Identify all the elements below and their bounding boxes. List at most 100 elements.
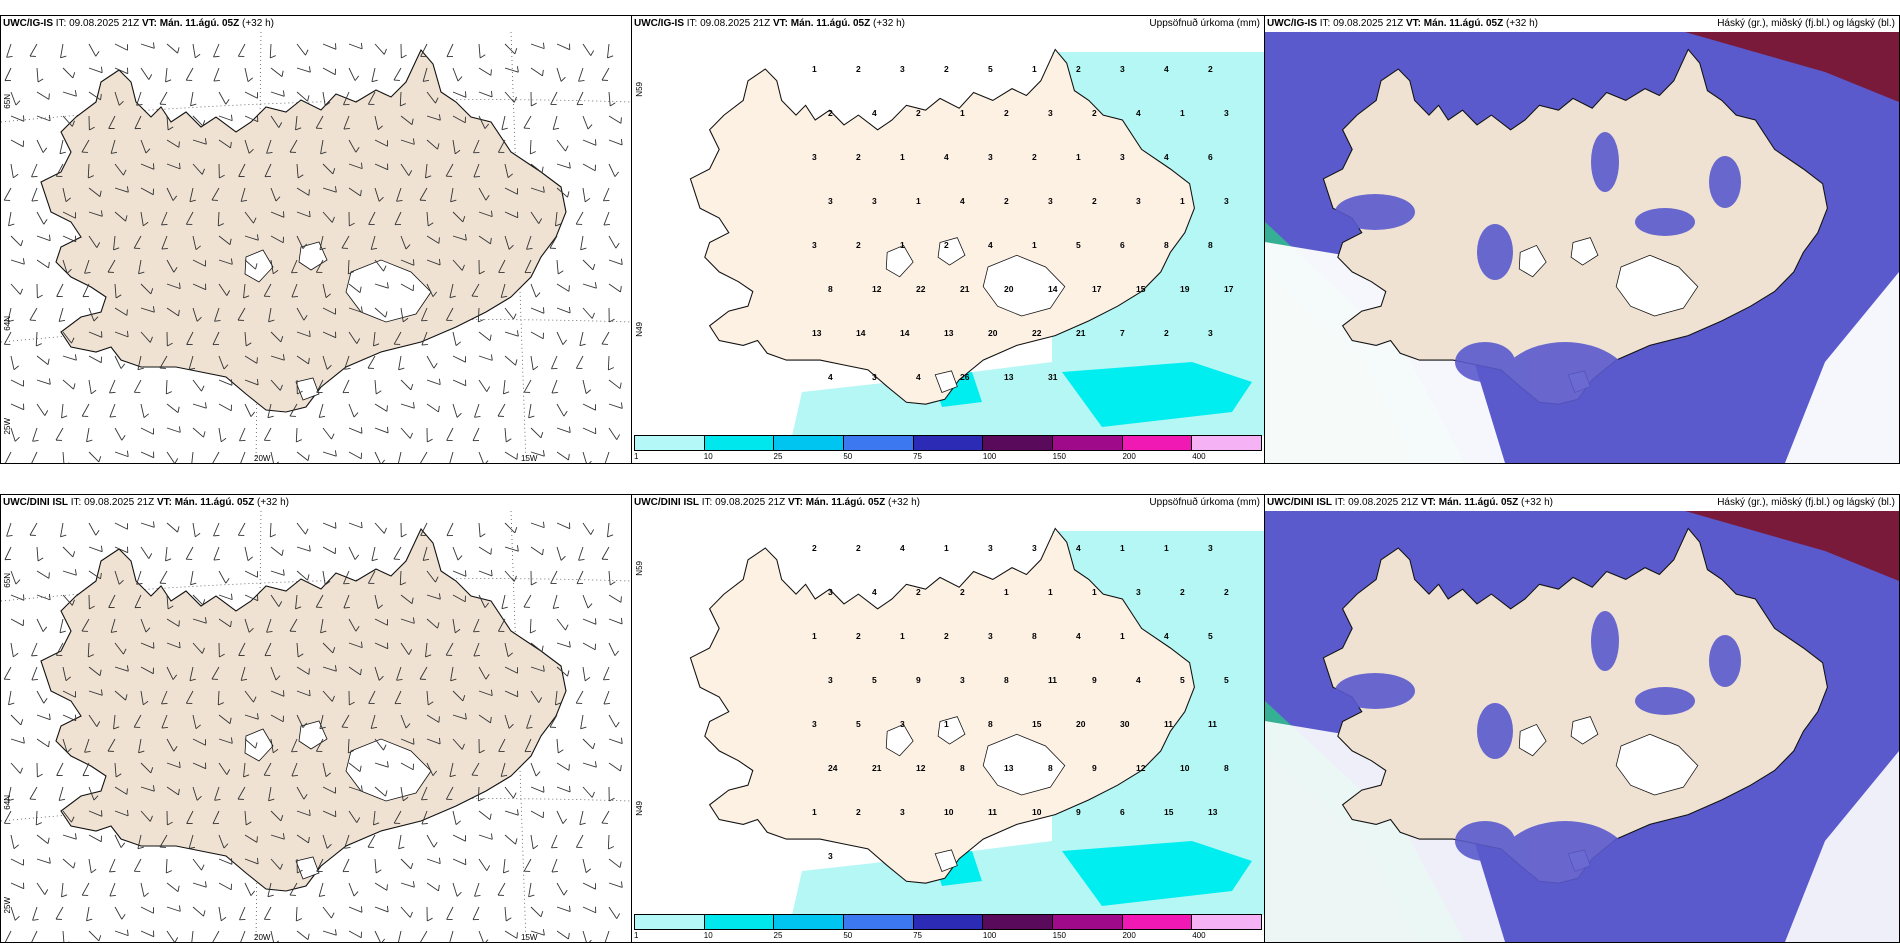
legend-swatch (983, 915, 1054, 929)
legend-swatch (774, 915, 845, 929)
glacier-myrdalsjokull (295, 377, 320, 401)
legend-tick-label: 400 (1192, 931, 1206, 940)
legend-tick-label: 400 (1192, 452, 1206, 461)
precip-value-label: 5 (1224, 675, 1229, 685)
precip-value-label: 13 (1208, 807, 1218, 817)
panel-header: UWC/DINI ISL IT: 09.08.2025 21Z VT: Mán.… (1267, 497, 1553, 508)
iceland-land (1322, 48, 1828, 405)
precip-value-label: 2 (1208, 64, 1213, 74)
glacier-langjokull (244, 728, 274, 762)
precip-value-label: 21 (960, 284, 970, 294)
precip-value-label: 22 (916, 284, 926, 294)
precip-value-label: 4 (828, 372, 833, 382)
precip-value-label: 3 (828, 196, 833, 206)
precip-value-label: 4 (1164, 631, 1169, 641)
lon-label-25w: 25W (3, 418, 12, 435)
precip-value-label: 20 (988, 328, 998, 338)
row-dini-isl: UWC/DINI ISL IT: 09.08.2025 21Z VT: Mán.… (0, 494, 1900, 943)
precip-value-label: 1 (1180, 108, 1185, 118)
wind-panel-ig-is: UWC/IG-IS IT: 09.08.2025 21Z VT: Mán. 11… (0, 15, 632, 464)
precip-value-label: 8 (1048, 763, 1053, 773)
precip-value-label: 1 (916, 196, 921, 206)
precip-value-label: 14 (856, 328, 866, 338)
precip-value-label: 3 (828, 851, 833, 861)
precip-value-label: 3 (900, 719, 905, 729)
panel-title: Uppsöfnuð úrkoma (mm) (1149, 18, 1260, 29)
panel-header: UWC/DINI ISL IT: 09.08.2025 21Z VT: Mán.… (3, 497, 289, 508)
precip-value-label: 1 (944, 543, 949, 553)
precip-value-label: 11 (1208, 719, 1217, 729)
lon-label-15w: 15W (521, 454, 538, 463)
legend-tick-label: 75 (913, 931, 923, 940)
precip-value-label: 5 (988, 64, 993, 74)
precip-value-label: 3 (900, 64, 905, 74)
iceland-land (689, 527, 1195, 884)
legend-tick-label: 200 (1122, 452, 1136, 461)
precip-value-label: 2 (944, 631, 949, 641)
row-ig-is: UWC/IG-IS IT: 09.08.2025 21Z VT: Mán. 11… (0, 15, 1900, 464)
precip-value-label: 20 (1076, 719, 1086, 729)
precip-value-label: 14 (1048, 284, 1058, 294)
precip-value-label: 8 (988, 719, 993, 729)
precip-value-label: 3 (812, 152, 817, 162)
precip-value-label: 1 (1120, 543, 1125, 553)
precip-value-label: 13 (944, 328, 954, 338)
precip-value-label: 14 (900, 328, 910, 338)
legend-tick-label: 1 (634, 452, 639, 461)
precip-value-label: 2 (828, 108, 833, 118)
legend-tick-label: 100 (982, 931, 997, 940)
precip-value-label: 5 (856, 719, 861, 729)
precip-value-label: 2 (1004, 196, 1009, 206)
precip-map[interactable]: 2 2 4 1 3 3 4 1 1 33 4 2 2 1 1 1 3 2 21 2 1 2 3 8 4 1 4 53 5 9 3 8 11 9 4 5… (632, 511, 1264, 915)
precip-value-label: 12 (1136, 763, 1146, 773)
legend-tick-label: 200 (1122, 931, 1136, 940)
lat-label-66n: N59 (635, 82, 644, 97)
precip-value-label: 2 (1180, 587, 1185, 597)
legend-swatch (1192, 915, 1262, 929)
precip-values: 2 2 4 1 3 3 4 1 1 33 4 2 2 1 1 1 3 2 21 2 1 2 3 8 4 1 4 53 5 9 3 8 11 9 4 5… (812, 543, 1229, 861)
wind-barb-map[interactable] (1, 511, 631, 942)
precip-value-label: 4 (916, 372, 921, 382)
precip-value-label: 1 (812, 807, 817, 817)
precip-value-label: 4 (1164, 152, 1169, 162)
precip-map[interactable]: 1 2 3 2 5 1 2 3 4 22 4 2 1 2 3 2 4 1 33 2 1 4 3 2 1 3 4 63 3 1 4 2 3 2 3 1 3… (632, 32, 1264, 436)
wind-panel-dini-isl: UWC/DINI ISL IT: 09.08.2025 21Z VT: Mán.… (0, 494, 632, 943)
lat-label-66n: N59 (635, 561, 644, 576)
legend-tick-label: 50 (843, 452, 853, 461)
precip-value-label: 10 (1180, 763, 1190, 773)
legend-swatch (635, 915, 705, 929)
precip-value-label: 13 (1004, 372, 1014, 382)
precip-value-label: 9 (1092, 763, 1097, 773)
legend-tick-label: 10 (703, 452, 713, 461)
precip-value-label: 1 (900, 152, 905, 162)
precip-value-label: 3 (1208, 328, 1213, 338)
legend-swatch (704, 915, 775, 929)
precip-value-label: 8 (960, 763, 965, 773)
precip-value-label: 30 (1120, 719, 1130, 729)
precip-value-label: 4 (872, 108, 877, 118)
cloud-cover-map[interactable] (1265, 511, 1899, 942)
lon-label-25w: 25W (3, 897, 12, 914)
precip-value-label: 15 (1164, 807, 1174, 817)
precip-value-label: 1 (812, 631, 817, 641)
legend-swatch (635, 436, 705, 450)
cloud-cover-map[interactable] (1265, 32, 1899, 463)
wind-barb-map[interactable] (1, 32, 631, 463)
precip-value-label: 9 (1076, 807, 1081, 817)
panel-title: Háský (gr.), miðský (fj.bl.) og lágský (… (1717, 18, 1895, 29)
precip-value-label: 4 (944, 152, 949, 162)
glacier-vatnajokull (982, 254, 1066, 317)
precip-value-label: 11 (1164, 719, 1173, 729)
lat-label-65n: 65N (3, 573, 12, 588)
precip-value-label: 1 (900, 240, 905, 250)
glacier-vatnajokull (345, 259, 432, 323)
precip-value-label: 2 (856, 152, 861, 162)
legend-swatch (844, 436, 914, 450)
precip-value-label: 13 (812, 328, 822, 338)
precip-value-label: 2 (916, 108, 921, 118)
precip-value-label: 2 (1032, 152, 1037, 162)
precip-value-label: 24 (828, 763, 838, 773)
precip-value-label: 3 (1048, 196, 1053, 206)
glacier-vatnajokull (982, 733, 1066, 796)
precip-value-label: 3 (1032, 543, 1037, 553)
